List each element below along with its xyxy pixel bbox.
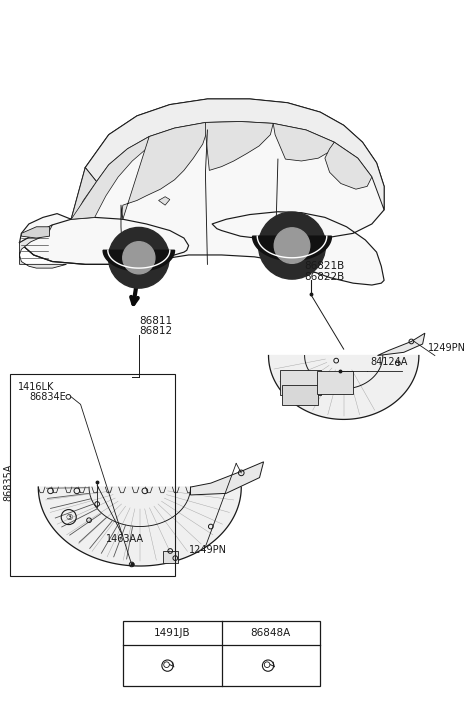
Bar [317, 371, 353, 394]
Polygon shape [159, 197, 170, 205]
Text: 86812: 86812 [139, 326, 172, 336]
Polygon shape [253, 236, 331, 260]
Polygon shape [121, 122, 207, 220]
Text: 86834E: 86834E [29, 392, 66, 402]
Polygon shape [325, 142, 372, 189]
Polygon shape [71, 137, 149, 220]
Text: 1249PN: 1249PN [428, 343, 466, 353]
Bar [123, 621, 320, 686]
Circle shape [109, 228, 169, 288]
Text: 1249PN: 1249PN [189, 545, 227, 555]
Text: 84124A: 84124A [370, 357, 407, 367]
Circle shape [123, 241, 155, 274]
Text: ③: ③ [65, 513, 73, 521]
Polygon shape [85, 99, 384, 210]
Polygon shape [269, 356, 419, 419]
Polygon shape [163, 551, 178, 563]
Text: 86848A: 86848A [251, 627, 291, 638]
Circle shape [258, 212, 326, 279]
Polygon shape [22, 227, 50, 238]
Polygon shape [378, 333, 425, 356]
Polygon shape [273, 124, 334, 161]
Text: 1416LK: 1416LK [18, 382, 54, 392]
Bar [280, 369, 321, 395]
Polygon shape [190, 462, 263, 495]
Bar [10, 374, 175, 577]
Circle shape [274, 228, 310, 263]
Polygon shape [20, 217, 189, 265]
Text: 86821B: 86821B [304, 261, 344, 271]
Text: 1491JB: 1491JB [154, 627, 190, 638]
Polygon shape [71, 167, 96, 220]
Text: 86835A: 86835A [3, 464, 13, 501]
Polygon shape [103, 250, 175, 271]
Polygon shape [38, 487, 241, 566]
Text: 86822B: 86822B [304, 272, 344, 281]
Polygon shape [205, 121, 273, 170]
Text: 86811: 86811 [139, 316, 172, 326]
Bar [282, 385, 318, 406]
Text: 1463AA: 1463AA [106, 534, 144, 544]
Polygon shape [20, 99, 384, 285]
Polygon shape [20, 225, 66, 268]
